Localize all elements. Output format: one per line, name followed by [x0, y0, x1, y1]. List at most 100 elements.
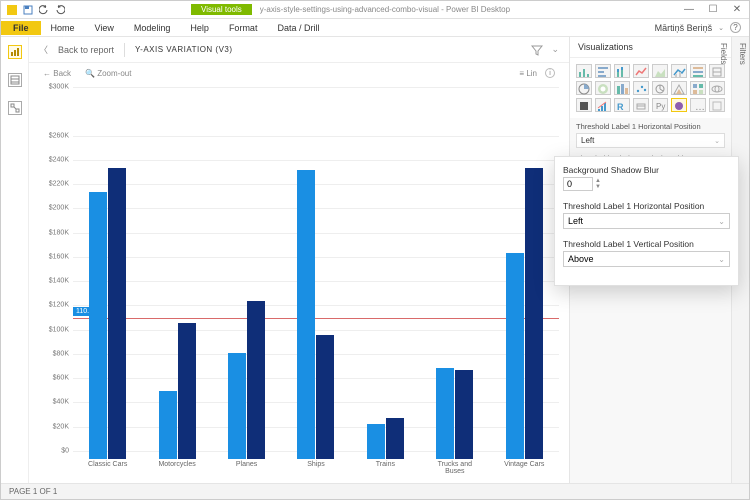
- chart-toolbar: ← Back 🔍 Zoom-out ≡ Lin i: [29, 63, 569, 83]
- bar[interactable]: [159, 391, 177, 459]
- undo-icon[interactable]: [39, 5, 49, 15]
- menu-data-drill[interactable]: Data / Drill: [267, 21, 329, 35]
- bar[interactable]: [367, 424, 385, 459]
- save-icon[interactable]: [23, 5, 33, 15]
- redo-icon[interactable]: [55, 5, 65, 15]
- status-bar: PAGE 1 OF 1: [1, 483, 749, 499]
- y-tick-label: $300K: [31, 84, 69, 91]
- bar[interactable]: [316, 335, 334, 459]
- viz-type-icon[interactable]: [633, 81, 649, 95]
- back-chevron-icon[interactable]: 〈: [39, 43, 48, 56]
- menu-file[interactable]: File: [1, 21, 41, 35]
- format-field-control[interactable]: Left⌄: [576, 133, 725, 148]
- bar[interactable]: [386, 418, 404, 459]
- help-icon[interactable]: ?: [730, 22, 741, 33]
- viz-type-icon[interactable]: [709, 81, 725, 95]
- bar[interactable]: [247, 301, 265, 459]
- back-to-report[interactable]: Back to report: [58, 45, 114, 55]
- bar[interactable]: [178, 323, 196, 459]
- y-tick-label: $260K: [31, 132, 69, 139]
- svg-text:R: R: [617, 102, 624, 112]
- bar-group: [506, 168, 543, 459]
- format-field-label: Threshold Label 1 Horizontal Position: [576, 122, 725, 131]
- window-title: y-axis-style-settings-using-advanced-com…: [260, 5, 677, 14]
- x-tick-label: Planes: [222, 461, 272, 475]
- viz-type-icon[interactable]: …: [690, 98, 706, 112]
- user-chevron-icon[interactable]: ⌄: [718, 24, 724, 32]
- bar[interactable]: [108, 168, 126, 459]
- header-chevron-icon[interactable]: ⌄: [551, 44, 559, 56]
- bar[interactable]: [436, 368, 454, 459]
- visualizations-title: Visualizations: [570, 37, 731, 58]
- close-button[interactable]: ✕: [725, 1, 749, 19]
- viz-type-icon[interactable]: [671, 98, 687, 112]
- minimize-button[interactable]: —: [677, 1, 701, 19]
- left-rail: [1, 37, 29, 483]
- bar[interactable]: [455, 370, 473, 459]
- menu-home[interactable]: Home: [41, 21, 85, 35]
- popup-field-label: Threshold Label 1 Vertical Position: [563, 239, 730, 249]
- zoom-out-button[interactable]: 🔍 Zoom-out: [85, 69, 131, 78]
- viz-type-icon[interactable]: [576, 98, 592, 112]
- bar[interactable]: [506, 253, 524, 459]
- bar[interactable]: [297, 170, 315, 459]
- popup-select[interactable]: Above⌄: [563, 251, 730, 267]
- spinner-down-icon[interactable]: ▼: [595, 184, 601, 190]
- popup-spinner[interactable]: ▲▼: [563, 177, 613, 191]
- page-indicator: PAGE 1 OF 1: [9, 487, 57, 496]
- viz-type-icon[interactable]: [614, 64, 630, 78]
- bar[interactable]: [228, 353, 246, 459]
- svg-text:…: …: [695, 102, 705, 113]
- visualization-picker: R Py …: [570, 58, 731, 118]
- bar[interactable]: [525, 168, 543, 459]
- y-tick-label: $160K: [31, 253, 69, 260]
- menu-help[interactable]: Help: [180, 21, 219, 35]
- viz-type-icon[interactable]: Py: [652, 98, 668, 112]
- chart-back-button[interactable]: ← Back: [43, 69, 71, 78]
- viz-type-icon[interactable]: [633, 64, 649, 78]
- rail-report-icon[interactable]: [8, 45, 22, 59]
- viz-type-icon[interactable]: [614, 81, 630, 95]
- viz-type-icon[interactable]: [709, 98, 725, 112]
- bar[interactable]: [89, 192, 107, 459]
- app-icon: [7, 5, 17, 15]
- chart-bars: [73, 87, 559, 459]
- viz-type-icon[interactable]: [595, 98, 611, 112]
- chevron-down-icon: ⌄: [718, 217, 725, 226]
- viz-type-icon[interactable]: [709, 64, 725, 78]
- popup-field-label: Background Shadow Blur: [563, 165, 730, 175]
- y-tick-label: $40K: [31, 399, 69, 406]
- bar-group: [228, 301, 265, 459]
- filters-tab[interactable]: Filters: [738, 43, 747, 477]
- viz-type-icon[interactable]: [633, 98, 649, 112]
- rail-data-icon[interactable]: [8, 73, 22, 87]
- y-tick-label: $60K: [31, 375, 69, 382]
- viz-type-icon[interactable]: [595, 64, 611, 78]
- rail-model-icon[interactable]: [8, 101, 22, 115]
- viz-type-icon[interactable]: [576, 81, 592, 95]
- viz-type-icon[interactable]: [652, 64, 668, 78]
- popup-select[interactable]: Left⌄: [563, 213, 730, 229]
- x-tick-label: Ships: [291, 461, 341, 475]
- format-popup: Background Shadow Blur ▲▼ Threshold Label …: [554, 156, 739, 286]
- user-name[interactable]: Mārtiņš Beriņš: [655, 23, 713, 33]
- viz-type-icon[interactable]: [671, 64, 687, 78]
- contextual-tab[interactable]: Visual tools: [191, 4, 252, 15]
- info-icon[interactable]: i: [545, 68, 555, 78]
- popup-spinner-input[interactable]: [563, 177, 593, 191]
- viz-type-icon[interactable]: [690, 64, 706, 78]
- menu-view[interactable]: View: [85, 21, 124, 35]
- filter-icon[interactable]: [531, 44, 543, 56]
- viz-type-icon[interactable]: R: [614, 98, 630, 112]
- viz-type-icon[interactable]: [595, 81, 611, 95]
- lin-toggle[interactable]: ≡ Lin: [519, 69, 537, 78]
- viz-type-icon[interactable]: [690, 81, 706, 95]
- maximize-button[interactable]: ☐: [701, 1, 725, 19]
- viz-type-icon[interactable]: [576, 64, 592, 78]
- viz-type-icon[interactable]: [652, 81, 668, 95]
- y-tick-label: $120K: [31, 302, 69, 309]
- viz-type-icon[interactable]: [671, 81, 687, 95]
- x-tick-label: Motorcycles: [152, 461, 202, 475]
- menu-modeling[interactable]: Modeling: [124, 21, 181, 35]
- menu-format[interactable]: Format: [219, 21, 268, 35]
